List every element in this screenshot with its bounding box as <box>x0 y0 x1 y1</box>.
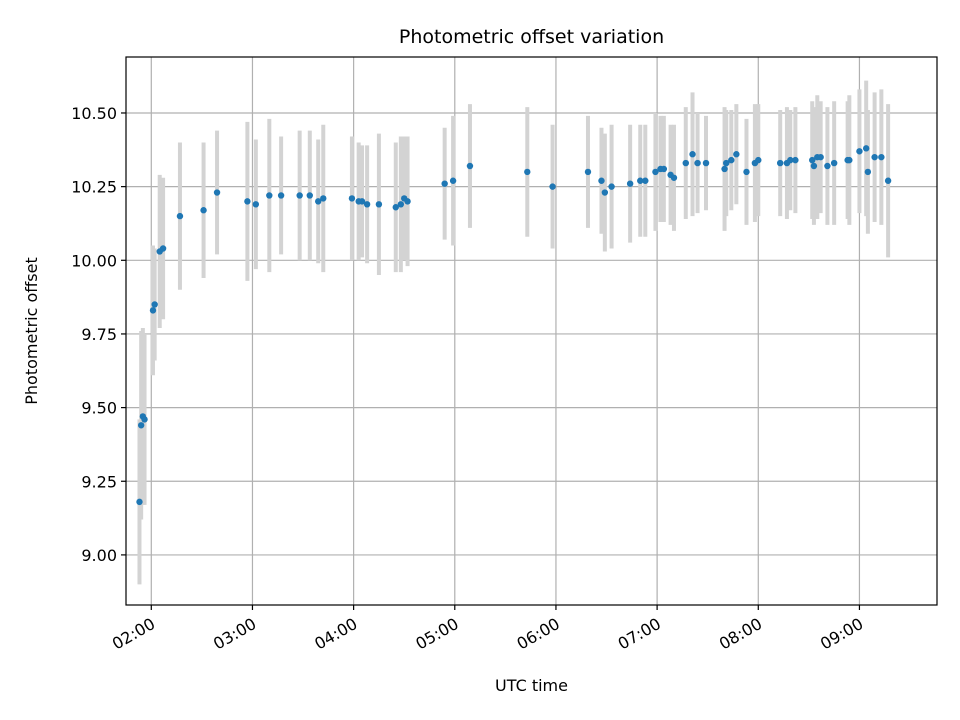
chart-title: Photometric offset variation <box>399 26 664 48</box>
data-point <box>159 245 167 252</box>
data-point <box>776 159 784 167</box>
y-tick-label: 10.00 <box>71 251 117 270</box>
data-point <box>151 301 158 308</box>
data-point <box>755 156 762 164</box>
data-point <box>809 156 816 164</box>
data-point <box>810 162 818 170</box>
data-point <box>864 168 872 176</box>
x-axis-label: UTC time <box>495 676 568 695</box>
data-point <box>200 207 207 214</box>
data-point <box>743 168 750 176</box>
data-point <box>682 159 689 167</box>
y-tick-label: 9.75 <box>81 325 117 344</box>
data-point <box>277 192 285 199</box>
data-point <box>306 192 313 199</box>
data-point <box>670 174 678 181</box>
data-point <box>862 145 870 152</box>
data-point <box>689 151 696 158</box>
data-points <box>136 145 892 506</box>
data-point <box>884 177 892 184</box>
data-point <box>598 177 605 184</box>
data-point <box>296 192 303 199</box>
y-tick-label: 9.25 <box>81 472 117 491</box>
plot-frame <box>125 56 938 606</box>
data-point <box>626 180 634 187</box>
data-point <box>642 177 649 184</box>
data-point <box>315 198 322 205</box>
data-point <box>252 201 260 208</box>
data-point <box>830 159 838 167</box>
data-point <box>404 198 411 205</box>
data-point <box>524 168 531 176</box>
data-point <box>549 183 556 190</box>
data-point <box>792 156 799 164</box>
data-point <box>375 201 383 208</box>
data-point <box>608 183 615 190</box>
data-point <box>358 198 366 205</box>
data-point <box>449 177 457 184</box>
y-tick-label: 9.50 <box>81 399 117 418</box>
data-point <box>846 156 853 164</box>
data-point <box>856 148 863 155</box>
data-point <box>728 156 735 164</box>
data-point <box>266 192 273 199</box>
data-point <box>871 153 878 161</box>
data-point <box>348 195 356 202</box>
data-point <box>637 177 644 184</box>
data-point <box>149 307 157 314</box>
data-point <box>584 168 592 176</box>
data-point <box>787 156 794 164</box>
data-point <box>392 204 399 211</box>
data-point <box>694 159 701 167</box>
data-point <box>702 159 710 167</box>
data-point <box>363 201 371 208</box>
data-point <box>320 195 327 202</box>
data-point <box>721 165 728 173</box>
data-point <box>723 159 730 167</box>
y-axis-ticks: 9.00 9.25 9.50 9.75 10.00 10.25 10.50 <box>71 104 126 565</box>
data-point <box>176 212 184 220</box>
data-point <box>141 416 148 423</box>
y-axis-label: Photometric offset <box>22 257 41 405</box>
data-point <box>652 168 659 176</box>
data-point <box>601 189 609 196</box>
y-tick-label: 10.50 <box>71 104 117 123</box>
data-point <box>137 422 145 429</box>
data-point <box>660 165 668 173</box>
y-tick-label: 9.00 <box>81 546 117 565</box>
data-point <box>824 162 831 170</box>
data-point <box>213 189 221 196</box>
y-tick-label: 10.25 <box>71 178 117 197</box>
data-point <box>733 151 740 158</box>
data-point <box>441 180 448 187</box>
data-point <box>136 498 143 506</box>
data-point <box>397 201 405 208</box>
data-point <box>878 153 885 161</box>
data-point <box>466 162 474 170</box>
data-point <box>817 153 824 161</box>
data-point <box>244 198 251 205</box>
